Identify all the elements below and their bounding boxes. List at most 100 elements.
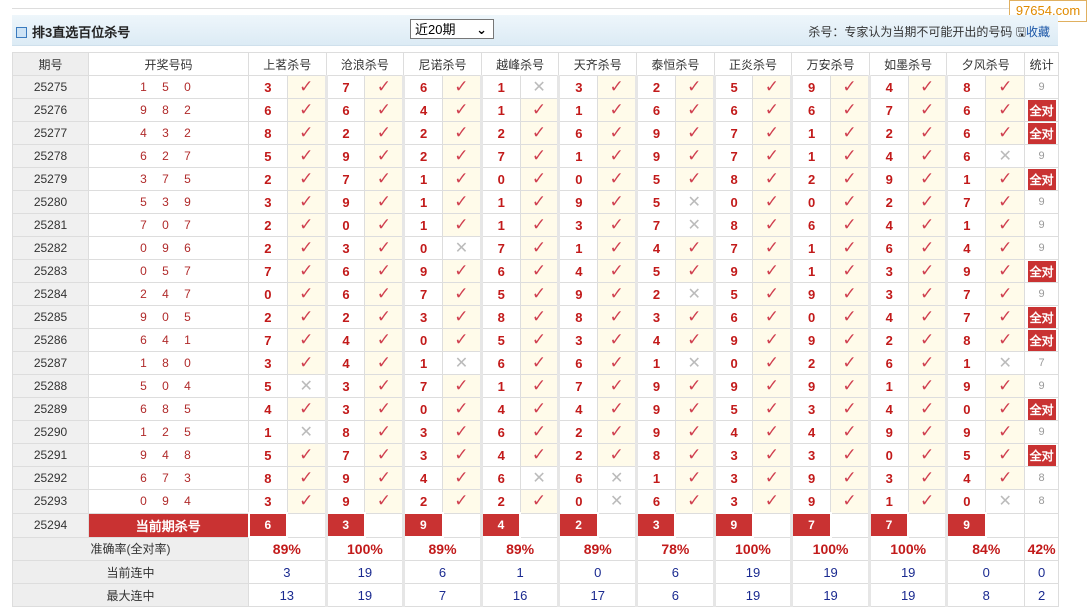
current-kill: 7 xyxy=(790,512,832,538)
kill-number: 9 xyxy=(790,466,832,490)
stats-value: 19 xyxy=(712,583,793,607)
empty-cell xyxy=(597,512,638,538)
check-icon: ✓ xyxy=(519,420,560,444)
issue-cell: 25276 xyxy=(12,98,89,122)
kill-number: 3 xyxy=(867,466,909,490)
issue-cell: 25282 xyxy=(12,236,89,260)
kill-number: 1 xyxy=(635,466,676,490)
kill-number: 4 xyxy=(867,75,909,99)
draw-cell: 1 5 0 xyxy=(88,75,249,99)
check-icon: ✓ xyxy=(597,213,638,237)
current-kill: 9 xyxy=(945,512,987,538)
draw-cell: 2 4 7 xyxy=(88,282,249,306)
kill-number: 9 xyxy=(557,282,599,306)
check-icon: ✓ xyxy=(907,98,948,122)
kill-number: 0 xyxy=(479,167,521,191)
draw-cell: 1 2 5 xyxy=(88,420,249,444)
check-icon: ✓ xyxy=(364,305,405,329)
table-row: 25287 1 8 0 3 ✓ 4 ✓ 1 ✕ 6 ✓ 6 ✓ 1 ✕ 0 ✓ 2 ✓ 6 ✓ 1 ✕ 7 xyxy=(12,351,1060,375)
check-icon: ✓ xyxy=(286,305,327,329)
check-icon: ✓ xyxy=(286,351,327,375)
favorite-link[interactable]: 收藏 xyxy=(1025,25,1050,39)
check-icon: ✓ xyxy=(597,328,638,352)
cross-icon: ✕ xyxy=(674,190,715,214)
check-icon: ✓ xyxy=(752,121,793,145)
stat-cell: 全对 xyxy=(1024,98,1060,122)
kill-number: 1 xyxy=(479,213,521,237)
check-icon: ✓ xyxy=(907,282,948,306)
stats-value: 19 xyxy=(867,560,948,584)
stats-value: 6 xyxy=(635,583,715,607)
check-icon: ✓ xyxy=(907,374,948,398)
kill-number: 2 xyxy=(867,190,909,214)
kill-number: 4 xyxy=(945,466,987,490)
kill-number: 2 xyxy=(867,121,909,145)
stats-value: 3 xyxy=(248,560,327,584)
table-row: 25275 1 5 0 3 ✓ 7 ✓ 6 ✓ 1 ✕ 3 ✓ 2 ✓ 5 ✓ 9 ✓ 4 ✓ 8 ✓ 9 xyxy=(12,75,1060,99)
stat-cell: 全对 xyxy=(1024,305,1060,329)
stats-label: 当前连中 xyxy=(12,560,249,584)
draw-cell: 0 9 6 xyxy=(88,236,249,260)
kill-number: 1 xyxy=(402,190,444,214)
kill-number: 2 xyxy=(248,167,288,191)
kill-number: 6 xyxy=(867,351,909,375)
panel-header: 排3直选百位杀号 近20期 ⌄ 杀号：专家认为当期不可能开出的号码 🖫收藏 xyxy=(12,15,1058,46)
check-icon: ✓ xyxy=(907,328,948,352)
stats-value: 89% xyxy=(402,536,482,561)
cross-icon: ✕ xyxy=(985,144,1026,168)
empty-cell xyxy=(519,512,560,538)
check-icon: ✓ xyxy=(674,397,715,421)
stats-value: 84% xyxy=(945,536,1026,561)
check-icon: ✓ xyxy=(442,190,482,214)
all-correct-badge: 全对 xyxy=(1027,260,1056,282)
kill-number: 0 xyxy=(945,489,987,514)
draw-cell: 5 3 9 xyxy=(88,190,249,214)
stat-cell: 9 xyxy=(1024,282,1060,306)
check-icon: ✓ xyxy=(597,167,638,191)
check-icon: ✓ xyxy=(830,328,870,352)
check-icon: ✓ xyxy=(752,443,793,467)
table-row: 25280 5 3 9 3 ✓ 9 ✓ 1 ✓ 1 ✓ 9 ✓ 5 ✕ 0 ✓ 0 ✓ 2 ✓ 7 ✓ 9 xyxy=(12,190,1060,214)
issue-cell: 25285 xyxy=(12,305,89,329)
kill-number: 9 xyxy=(324,144,366,168)
issue-cell: 25279 xyxy=(12,167,89,191)
cross-icon: ✕ xyxy=(286,374,327,398)
kill-number: 3 xyxy=(248,75,288,99)
check-icon: ✓ xyxy=(830,75,870,99)
check-icon: ✓ xyxy=(674,443,715,467)
table-row: 25286 6 4 1 7 ✓ 4 ✓ 0 ✓ 5 ✓ 3 ✓ 4 ✓ 9 ✓ 9 ✓ 2 ✓ 8 ✓ 全对 xyxy=(12,328,1060,352)
draw-cell: 7 0 7 xyxy=(88,213,249,237)
check-icon: ✓ xyxy=(907,213,948,237)
check-icon: ✓ xyxy=(674,328,715,352)
check-icon: ✓ xyxy=(985,443,1026,467)
kill-number: 8 xyxy=(712,167,754,191)
check-icon: ✓ xyxy=(985,397,1026,421)
stats-value: 0 xyxy=(1024,560,1060,584)
stats-value: 0 xyxy=(557,560,638,584)
table-row: 25290 1 2 5 1 ✕ 8 ✓ 3 ✓ 6 ✓ 2 ✓ 9 ✓ 4 ✓ 4 ✓ 9 ✓ 9 ✓ 9 xyxy=(12,420,1060,444)
check-icon: ✓ xyxy=(442,75,482,99)
kill-number: 9 xyxy=(324,466,366,490)
kill-number: 4 xyxy=(945,236,987,260)
cross-icon: ✕ xyxy=(286,420,327,444)
check-icon: ✓ xyxy=(286,466,327,490)
check-icon: ✓ xyxy=(442,98,482,122)
col-expert: 尼诺杀号 xyxy=(403,52,482,76)
check-icon: ✓ xyxy=(364,420,405,444)
check-icon: ✓ xyxy=(442,397,482,421)
stats-value: 19 xyxy=(790,560,870,584)
check-icon: ✓ xyxy=(286,443,327,467)
check-icon: ✓ xyxy=(907,305,948,329)
check-icon: ✓ xyxy=(597,351,638,375)
kill-number: 3 xyxy=(402,305,444,329)
kill-number: 3 xyxy=(867,282,909,306)
table-row: 25284 2 4 7 0 ✓ 6 ✓ 7 ✓ 5 ✓ 9 ✓ 2 ✕ 5 ✓ 9 ✓ 3 ✓ 7 ✓ 9 xyxy=(12,282,1060,306)
kill-number: 5 xyxy=(248,374,288,398)
period-select[interactable]: 近20期 ⌄ xyxy=(410,19,494,39)
table-row: 25291 9 4 8 5 ✓ 7 ✓ 3 ✓ 4 ✓ 2 ✓ 8 ✓ 3 ✓ 3 ✓ 0 ✓ 5 ✓ 全对 xyxy=(12,443,1060,467)
col-issue: 期号 xyxy=(12,52,89,76)
check-icon: ✓ xyxy=(519,213,560,237)
kill-number: 0 xyxy=(712,351,754,375)
table-row: 25288 5 0 4 5 ✕ 3 ✓ 7 ✓ 1 ✓ 7 ✓ 9 ✓ 9 ✓ 9 ✓ 1 ✓ 9 ✓ 9 xyxy=(12,374,1060,398)
issue-cell: 25293 xyxy=(12,489,89,514)
